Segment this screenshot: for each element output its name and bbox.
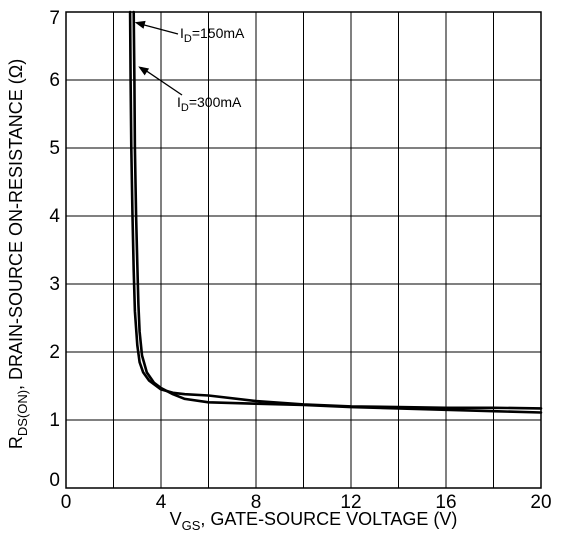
- series-lines: [128, 10, 543, 414]
- x-tick-label: 4: [156, 492, 167, 513]
- x-tick-label: 16: [435, 492, 456, 513]
- x-tick-label: 20: [530, 492, 551, 513]
- annotation-label-1: ID=150mA: [180, 25, 245, 45]
- y-tick-label: 5: [49, 138, 60, 159]
- y-tick-label: 1: [49, 410, 60, 431]
- x-tick-label: 12: [340, 492, 361, 513]
- series-line-1: [128, 10, 543, 410]
- series-line-2: [132, 10, 543, 414]
- annotation-label-2: ID=300mA: [177, 94, 242, 114]
- y-tick-label: 4: [49, 206, 60, 227]
- annotation-leader: [140, 66, 183, 96]
- y-tick-label: 0: [49, 470, 60, 491]
- annotation-arrowhead: [138, 66, 150, 76]
- y-axis-title: RDS(ON), DRAIN-SOURCE ON-RESISTANCE (Ω): [6, 59, 30, 449]
- x-tick-labels: 0 4 8 12 16 20: [61, 492, 552, 513]
- y-tick-label: 2: [49, 342, 60, 363]
- plot-frame: [65, 11, 542, 489]
- y-tick-label: 6: [49, 70, 60, 91]
- y-tick-label: 7: [49, 8, 60, 29]
- annotation-arrowhead: [134, 20, 146, 29]
- y-tick-label: 3: [49, 274, 60, 295]
- x-tick-label: 0: [61, 492, 72, 513]
- x-tick-label: 8: [251, 492, 262, 513]
- annotations: ID=150mA ID=300mA: [134, 20, 245, 114]
- y-tick-labels: 0 1 2 3 4 5 6 7: [49, 8, 60, 491]
- x-axis-title: VGS, GATE-SOURCE VOLTAGE (V): [170, 509, 458, 533]
